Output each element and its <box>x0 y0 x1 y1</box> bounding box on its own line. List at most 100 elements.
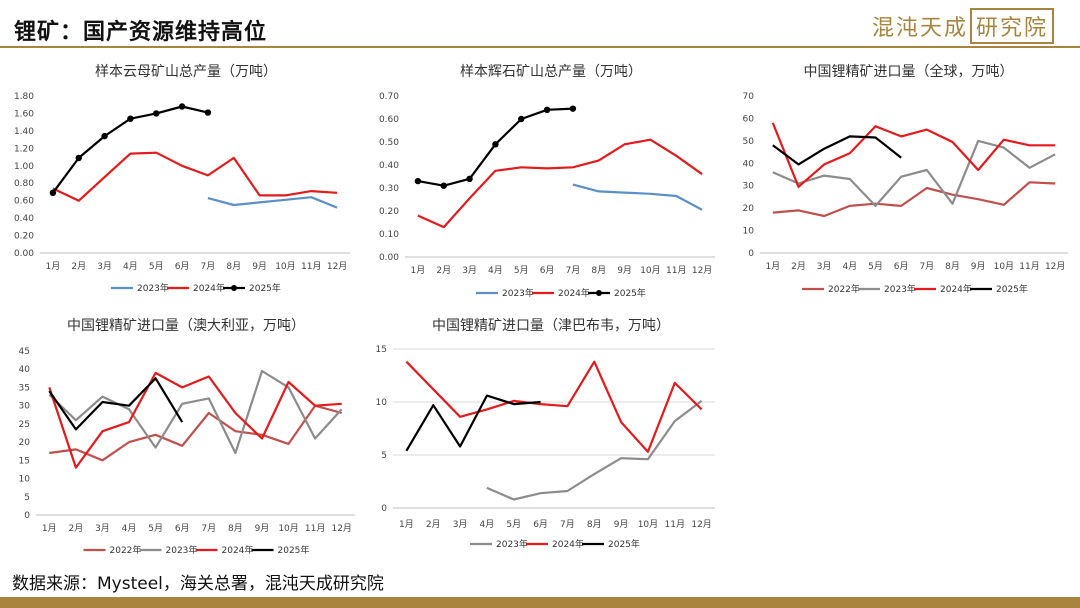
y-tick-label: 20 <box>19 438 31 448</box>
legend-label: 2024年 <box>552 538 584 550</box>
legend-label: 2023年 <box>137 282 169 294</box>
x-tick-label: 11月 <box>1019 261 1039 272</box>
y-tick-label: 40 <box>743 159 755 169</box>
x-tick-label: 7月 <box>560 519 575 530</box>
x-tick-label: 7月 <box>919 261 934 272</box>
x-tick-label: 3月 <box>817 261 832 272</box>
x-tick-label: 11月 <box>665 519 685 530</box>
y-tick-label: 30 <box>743 182 755 192</box>
y-tick-label: 0.40 <box>14 214 34 224</box>
y-tick-label: 0.50 <box>379 138 399 148</box>
x-tick-label: 9月 <box>252 261 267 272</box>
x-tick-label: 7月 <box>201 523 216 534</box>
x-tick-label: 2月 <box>426 519 441 530</box>
y-tick-label: 10 <box>19 475 31 485</box>
legend-marker <box>231 285 237 291</box>
x-tick-label: 6月 <box>894 261 909 272</box>
x-tick-label: 4月 <box>488 265 503 276</box>
series-line <box>405 360 703 453</box>
x-tick-label: 4月 <box>842 261 857 272</box>
legend-label: 2024年 <box>222 544 254 556</box>
data-source-note: 数据来源：Mysteel，海关总署，混沌天成研究院 <box>12 574 384 594</box>
legend-label: 2022年 <box>110 544 142 556</box>
legend-label: 2024年 <box>940 283 972 295</box>
y-tick-label: 15 <box>376 345 387 355</box>
y-tick-label: 60 <box>743 114 755 124</box>
series-line <box>572 183 703 211</box>
x-tick-label: 12月 <box>692 265 712 276</box>
x-tick-label: 9月 <box>617 265 632 276</box>
logo-boxed-text: 研究院 <box>969 8 1054 44</box>
x-tick-label: 4月 <box>122 523 137 534</box>
x-tick-label: 8月 <box>587 519 602 530</box>
y-tick-label: 1.20 <box>14 144 34 154</box>
y-tick-label: 0.80 <box>14 179 34 189</box>
y-tick-label: 10 <box>376 398 388 408</box>
x-tick-label: 8月 <box>226 261 241 272</box>
series-line <box>772 139 1056 207</box>
y-tick-label: 15 <box>19 456 30 466</box>
x-tick-label: 12月 <box>1045 261 1065 272</box>
x-tick-label: 1月 <box>411 265 426 276</box>
y-tick-label: 35 <box>19 383 30 393</box>
y-tick-label: 0 <box>24 511 30 521</box>
x-tick-label: 11月 <box>305 523 325 534</box>
legend-label: 2025年 <box>608 538 640 550</box>
data-point <box>440 182 447 189</box>
x-tick-label: 5月 <box>148 523 163 534</box>
y-tick-label: 0.00 <box>14 249 34 259</box>
x-tick-label: 10月 <box>638 519 658 530</box>
x-tick-label: 10月 <box>275 261 295 272</box>
x-tick-label: 8月 <box>591 265 606 276</box>
series-line <box>49 404 342 462</box>
y-tick-label: 0.30 <box>379 184 399 194</box>
y-tick-label: 0 <box>748 249 754 259</box>
legend-label: 2023年 <box>884 283 916 295</box>
y-tick-label: 5 <box>381 451 387 461</box>
x-tick-label: 6月 <box>175 523 190 534</box>
footer-bar <box>0 597 1080 608</box>
data-point <box>466 175 473 182</box>
x-tick-label: 8月 <box>228 523 243 534</box>
y-tick-label: 0.10 <box>379 230 399 240</box>
y-tick-label: 10 <box>743 227 755 237</box>
x-tick-label: 12月 <box>331 523 351 534</box>
x-tick-label: 4月 <box>480 519 495 530</box>
data-point <box>127 115 134 122</box>
data-point <box>414 177 422 185</box>
x-tick-label: 10月 <box>994 261 1014 272</box>
y-tick-label: 20 <box>743 204 755 214</box>
y-tick-label: 0.60 <box>379 115 399 125</box>
x-tick-label: 3月 <box>97 261 112 272</box>
y-tick-label: 1.60 <box>14 109 34 119</box>
x-tick-label: 3月 <box>453 519 468 530</box>
x-tick-label: 1月 <box>42 523 57 534</box>
x-tick-label: 1月 <box>46 261 61 272</box>
page-title: 锂矿：国产资源维持高位 <box>14 20 268 45</box>
series-line <box>48 371 342 469</box>
y-tick-label: 45 <box>19 347 30 357</box>
legend-marker <box>596 290 602 296</box>
x-tick-label: 11月 <box>666 265 686 276</box>
data-point <box>518 115 525 123</box>
x-tick-label: 9月 <box>971 261 986 272</box>
y-tick-label: 1.80 <box>14 92 34 102</box>
data-point <box>75 154 82 162</box>
legend-label: 2024年 <box>193 282 225 294</box>
data-point <box>101 132 108 140</box>
chart-title: 中国锂精矿进口量（澳大利亚，万吨） <box>67 318 305 334</box>
x-tick-label: 8月 <box>945 261 960 272</box>
y-tick-label: 1.00 <box>14 162 34 172</box>
legend-label: 2025年 <box>614 287 646 299</box>
data-point <box>204 109 212 116</box>
series-line <box>207 196 338 209</box>
chart-mica-output: 样本云母矿山总产量（万吨） 0.00 0.20 0.40 0.60 0.80 1.00 1.2… <box>14 64 350 294</box>
x-tick-label: 5月 <box>506 519 521 530</box>
x-tick-label: 11月 <box>301 261 321 272</box>
series-line <box>48 369 343 455</box>
x-tick-label: 12月 <box>691 519 711 530</box>
series-line <box>52 151 338 202</box>
data-point <box>49 189 57 197</box>
series-line <box>417 138 703 229</box>
x-tick-label: 4月 <box>123 261 138 272</box>
